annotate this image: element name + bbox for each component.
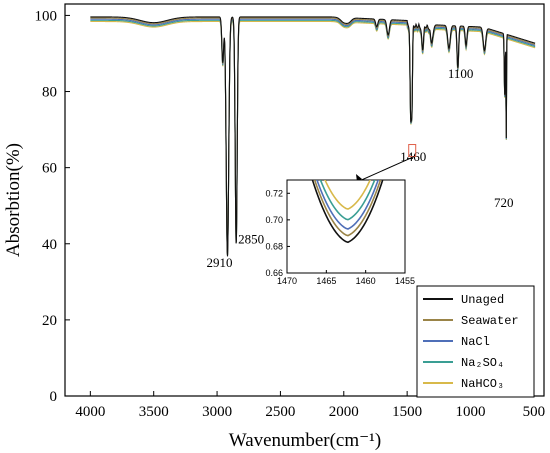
x-tick-label: 3000 <box>202 404 232 420</box>
series-line-na-so- <box>90 19 536 256</box>
x-tick-label: 500 <box>523 404 546 420</box>
inset-x-tick-label: 1460 <box>356 276 376 286</box>
inset-y-tick-label: 0.68 <box>265 241 283 251</box>
inset-chart: 1470 1465 1460 1455 0.66 0.68 0.70 0.72 <box>265 156 415 286</box>
inset-y-tick-label: 0.66 <box>265 268 283 278</box>
inset-curve-seawater <box>313 180 382 237</box>
x-tick-label: 4000 <box>75 404 105 420</box>
peak-label-2850: 2850 <box>238 232 264 247</box>
y-tick-label: 100 <box>35 8 58 24</box>
plot-frame <box>64 3 545 397</box>
x-tick-label: 1000 <box>456 404 486 420</box>
inset-x-tick-label: 1455 <box>395 276 415 286</box>
y-axis-title: Absorbtion(%) <box>3 143 24 257</box>
legend-label: NaCl <box>461 335 490 349</box>
inset-x-tick-label: 1465 <box>316 276 336 286</box>
peak-label-720: 720 <box>494 195 514 210</box>
x-tick-label: 3500 <box>139 404 169 420</box>
inset-frame <box>286 179 406 274</box>
y-tick-label: 0 <box>50 389 58 405</box>
y-tick-label: 60 <box>42 161 57 177</box>
x-axis-title: Wavenumber(cm⁻¹) <box>229 430 381 451</box>
series-line-unaged <box>90 16 536 257</box>
legend: Unaged Seawater NaCl Na₂SO₄ NaHCO₃ <box>416 285 535 398</box>
inset-y-tick-label: 0.72 <box>265 188 283 198</box>
y-tick-label: 80 <box>42 85 57 101</box>
inset-curves <box>311 180 384 244</box>
x-tick-label: 2000 <box>329 404 359 420</box>
legend-label: NaHCO₃ <box>461 377 504 391</box>
zoom-highlight-box <box>408 144 417 158</box>
inset-curve-unaged <box>311 180 384 244</box>
legend-label: Seawater <box>461 314 519 328</box>
inset-curve-nahco- <box>324 180 372 210</box>
inset-y-tick-label: 0.70 <box>265 215 283 225</box>
series-line-seawater <box>90 17 536 256</box>
y-tick-label: 20 <box>42 313 57 329</box>
series-line-nahco- <box>90 20 536 256</box>
x-tick-label: 2500 <box>265 404 295 420</box>
inset-curve-nacl <box>316 180 380 230</box>
peak-label-2910: 2910 <box>206 255 232 270</box>
series-line-nacl <box>90 18 536 256</box>
legend-label: Unaged <box>461 293 504 307</box>
inset-curve-na-so- <box>319 180 376 221</box>
x-tick-label: 1500 <box>392 404 422 420</box>
pointer-arrow-line <box>356 156 415 183</box>
peak-label-1100: 1100 <box>448 66 474 81</box>
series-layer <box>90 16 536 257</box>
axis-ticks: 4000 3500 3000 2500 2000 1500 1000 500 0 20 40 60 80… <box>35 8 546 420</box>
legend-label: Na₂SO₄ <box>461 356 504 370</box>
inset-x-tick-label: 1470 <box>277 276 297 286</box>
y-tick-label: 40 <box>42 237 57 253</box>
